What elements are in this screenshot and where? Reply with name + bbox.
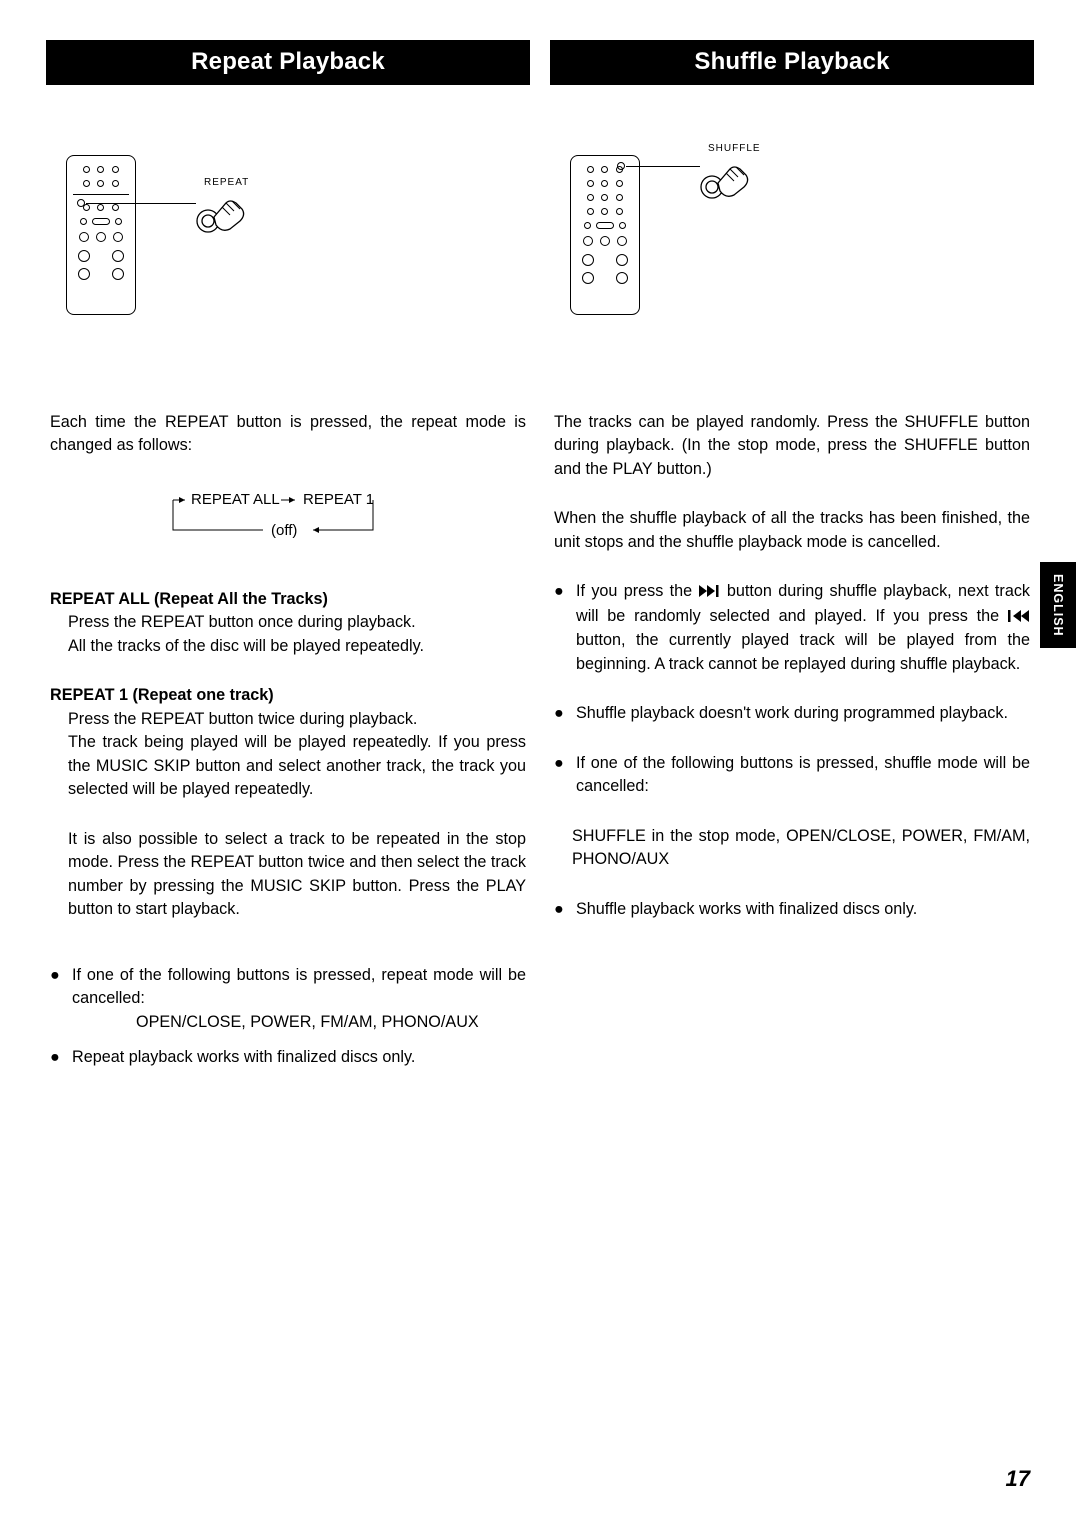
repeat-1-p3: It is also possible to select a track to… (46, 828, 530, 922)
skip-backward-icon (1008, 606, 1030, 629)
right-column: Shuffle Playback SHUFFLE (550, 40, 1034, 1070)
b1c: button, the currently played track will … (576, 631, 1030, 672)
remote-label-shuffle: SHUFFLE (708, 143, 761, 154)
shuffle-programmed-bullet: ● Shuffle playback doesn't work during p… (550, 702, 1034, 725)
repeat-all-p2: All the tracks of the disc will be playe… (46, 635, 530, 658)
section-header-repeat: Repeat Playback (46, 40, 530, 85)
remote-outline (570, 155, 640, 315)
repeat-all-p1: Press the REPEAT button once during play… (46, 611, 530, 634)
shuffle-p1: The tracks can be played randomly. Press… (550, 411, 1034, 481)
repeat-intro: Each time the REPEAT button is pressed, … (46, 411, 530, 458)
bullet-icon: ● (554, 580, 568, 676)
shuffle-cancel-bullet: ● If one of the following buttons is pre… (550, 752, 1034, 799)
shuffle-programmed-text: Shuffle playback doesn't work during pro… (576, 702, 1030, 725)
repeat-1-p1: Press the REPEAT button twice during pla… (46, 708, 530, 731)
language-tab: ENGLISH (1040, 562, 1076, 648)
two-column-layout: Repeat Playback REPEAT (46, 40, 1034, 1070)
cycle-repeat-all: REPEAT ALL (191, 491, 280, 508)
language-tab-label: ENGLISH (1051, 574, 1065, 637)
shuffle-finalized-bullet: ● Shuffle playback works with finalized … (550, 898, 1034, 921)
skip-forward-icon (699, 581, 721, 604)
repeat-1-p2: The track being played will be played re… (46, 731, 530, 801)
remote-outline (66, 155, 136, 315)
bullet-icon: ● (554, 702, 568, 725)
shuffle-skip-bullet: ● If you press the button during shuffle… (550, 580, 1034, 676)
repeat-cancel-text: If one of the following buttons is press… (72, 964, 526, 1011)
hand-press-icon (700, 155, 754, 208)
shuffle-cancel-text: If one of the following buttons is press… (576, 752, 1030, 799)
manual-page: Repeat Playback REPEAT (0, 0, 1080, 1526)
bullet-icon: ● (50, 964, 64, 1011)
remote-repeat-figure: REPEAT (66, 155, 530, 335)
page-number: 17 (1006, 1466, 1030, 1492)
shuffle-cancel-list: SHUFFLE in the stop mode, OPEN/CLOSE, PO… (550, 825, 1034, 872)
heading-repeat-1: REPEAT 1 (Repeat one track) (46, 684, 530, 707)
repeat-cancel-list: OPEN/CLOSE, POWER, FM/AM, PHONO/AUX (46, 1011, 530, 1034)
shuffle-p2: When the shuffle playback of all the tra… (550, 507, 1034, 554)
repeat-cancel-bullet: ● If one of the following buttons is pre… (46, 964, 530, 1011)
repeat-cycle-diagram: REPEAT ALL REPEAT 1 (off) (163, 488, 413, 548)
bullet-icon: ● (554, 898, 568, 921)
heading-repeat-all: REPEAT ALL (Repeat All the Tracks) (46, 588, 530, 611)
b1a: If you press the (576, 582, 699, 600)
cycle-repeat-1: REPEAT 1 (303, 491, 374, 508)
remote-shuffle-figure: SHUFFLE (570, 155, 1034, 335)
shuffle-skip-text: If you press the button during shuffle p… (576, 580, 1030, 676)
bullet-icon: ● (50, 1046, 64, 1069)
left-column: Repeat Playback REPEAT (46, 40, 530, 1070)
hand-press-icon (196, 189, 250, 242)
remote-label-repeat: REPEAT (204, 177, 249, 188)
cycle-off: (off) (271, 522, 297, 539)
repeat-finalized-bullet: ● Repeat playback works with finalized d… (46, 1046, 530, 1069)
bullet-icon: ● (554, 752, 568, 799)
repeat-finalized-text: Repeat playback works with finalized dis… (72, 1046, 526, 1069)
section-header-shuffle: Shuffle Playback (550, 40, 1034, 85)
shuffle-finalized-text: Shuffle playback works with finalized di… (576, 898, 1030, 921)
